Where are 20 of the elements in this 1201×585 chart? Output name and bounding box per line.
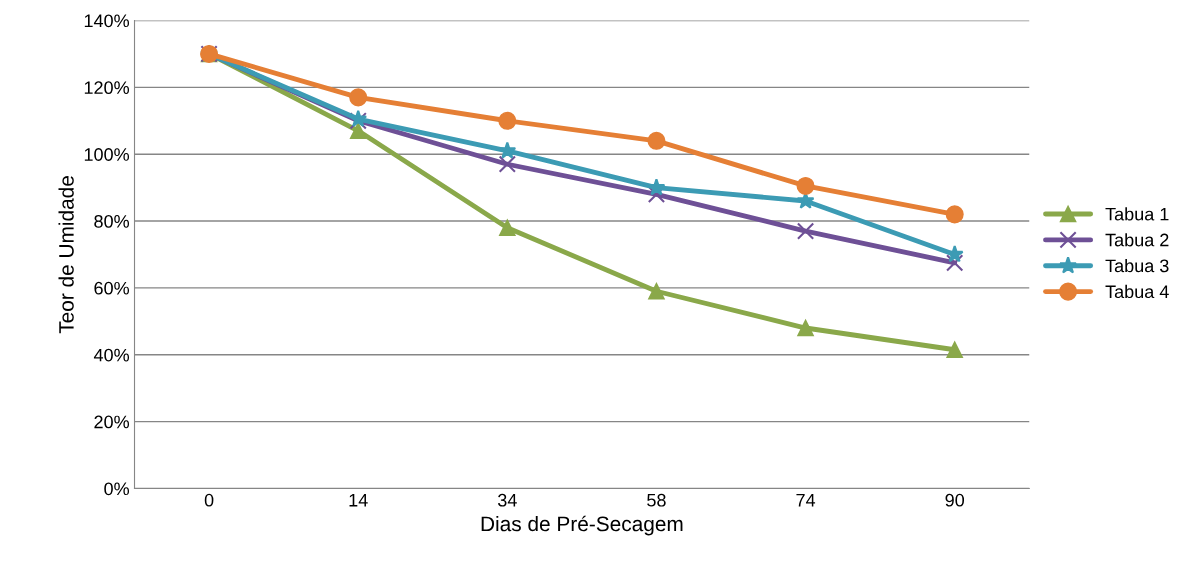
legend-label: Tabua 4 <box>1105 284 1169 299</box>
y-tick-label: 60% <box>94 281 130 295</box>
y-tick-label: 140% <box>84 14 130 28</box>
y-tick-label: 100% <box>84 148 130 161</box>
y-axis-title: Teor de Umidade <box>58 176 74 334</box>
x-tick-label: 0 <box>204 493 214 507</box>
x-axis-title: Dias de Pré-Secagem <box>481 515 683 536</box>
x-tick-label: 14 <box>349 494 368 507</box>
legend-label: Tabua 3 <box>1105 258 1169 273</box>
y-tick-label: 80% <box>94 214 130 228</box>
y-tick-label: 120% <box>84 81 130 95</box>
legend-label: Tabua 1 <box>1105 207 1169 221</box>
legend-label: Tabua 2 <box>1105 233 1169 247</box>
x-tick-label: 74 <box>796 494 816 507</box>
y-tick-label: 20% <box>94 415 130 429</box>
x-tick-label: 90 <box>945 493 965 507</box>
x-tick-label: 34 <box>497 493 517 507</box>
y-tick-label: 0% <box>104 482 130 496</box>
x-tick-label: 58 <box>647 493 666 507</box>
y-tick-label: 40% <box>93 348 130 362</box>
